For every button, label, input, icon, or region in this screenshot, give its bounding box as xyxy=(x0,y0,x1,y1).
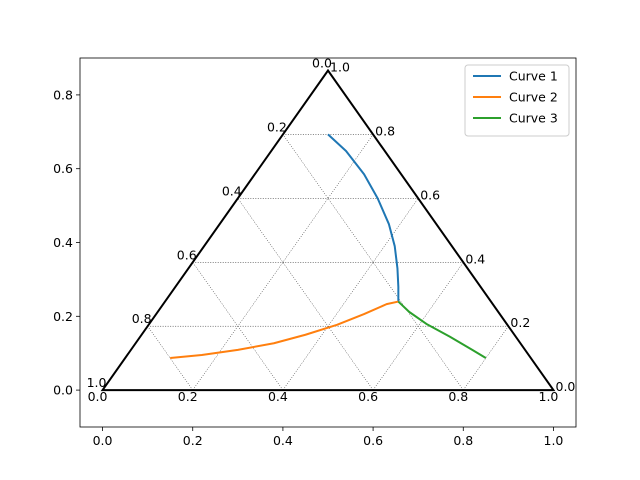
bottom-edge-label: 0.6 xyxy=(358,389,378,404)
grid-line xyxy=(192,262,284,391)
grid-line xyxy=(282,198,419,391)
grid-line xyxy=(147,326,193,391)
axes: 0.0 0.2 0.4 0.6 0.8 1.00.00.20.40.60.8 xyxy=(53,87,563,448)
grid-line xyxy=(192,134,374,391)
bottom-edge-label: 0.8 xyxy=(448,389,468,404)
grid-line xyxy=(282,134,464,391)
bottom-edge-label: 0.0 xyxy=(88,389,108,404)
legend-label: Curve 2 xyxy=(509,90,558,105)
y-tick-label: 0.8 xyxy=(53,87,73,102)
x-tick-label: 1.0 xyxy=(544,433,564,448)
left-edge-label: 1.0 xyxy=(87,375,107,390)
edge-labels: 1.00.80.60.40.20.00.00.20.40.60.81.00.0 0… xyxy=(87,56,576,405)
x-tick-label: 0.8 xyxy=(453,433,473,448)
left-edge-label: 0.0 xyxy=(312,56,332,71)
x-tick-label: 0.4 xyxy=(273,433,293,448)
x-tick-label: 0.0 xyxy=(93,433,113,448)
legend-label: Curve 3 xyxy=(509,111,558,126)
bottom-edge-label: 0.2 xyxy=(178,389,198,404)
ternary-triangle xyxy=(100,68,556,392)
left-edge-label: 0.6 xyxy=(177,247,197,262)
y-tick-label: 0.2 xyxy=(53,309,73,324)
series-line-curve-2 xyxy=(170,300,399,359)
right-edge-label: 0.8 xyxy=(375,123,395,138)
grid-line xyxy=(237,198,374,391)
bottom-edge-label: 0.4 xyxy=(268,389,288,404)
triangle-outline xyxy=(100,68,556,392)
right-edge-label: 0.6 xyxy=(420,187,440,202)
left-edge-label: 0.4 xyxy=(222,183,242,198)
series-lines xyxy=(170,133,487,359)
y-tick-label: 0.4 xyxy=(53,235,73,250)
x-tick-label: 0.6 xyxy=(363,433,383,448)
legend: Curve 1 Curve 2 Curve 3 xyxy=(464,64,570,137)
y-tick-label: 0.0 xyxy=(53,383,73,398)
ternary-grid xyxy=(147,134,509,391)
bottom-edge-label: 1.0 xyxy=(539,389,559,404)
grid-line xyxy=(463,326,509,391)
left-edge-label: 0.8 xyxy=(132,311,152,326)
series-line-curve-1 xyxy=(327,133,400,302)
right-edge-label: 0.0 xyxy=(556,379,576,394)
series-line-curve-3 xyxy=(397,300,487,359)
right-edge-label: 0.2 xyxy=(510,315,530,330)
legend-label: Curve 1 xyxy=(509,69,558,84)
right-edge-label: 0.4 xyxy=(465,251,485,266)
left-edge-label: 0.2 xyxy=(267,119,287,134)
right-edge-label: 1.0 xyxy=(330,60,350,75)
x-tick-label: 0.2 xyxy=(183,433,203,448)
y-tick-label: 0.6 xyxy=(53,161,73,176)
